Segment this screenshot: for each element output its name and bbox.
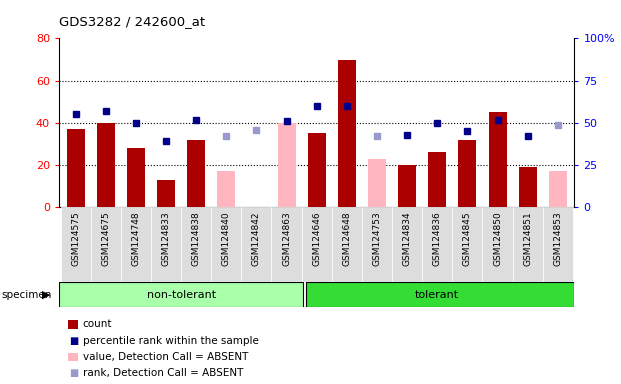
Text: GSM124834: GSM124834	[402, 211, 412, 266]
Text: GSM124853: GSM124853	[553, 211, 563, 266]
Bar	[362, 207, 392, 282]
Text: GSM124748: GSM124748	[132, 211, 140, 266]
Text: GSM124845: GSM124845	[463, 211, 472, 266]
Text: GSM124675: GSM124675	[101, 211, 110, 266]
Text: GSM124646: GSM124646	[312, 211, 321, 266]
Text: specimen: specimen	[1, 290, 52, 300]
Bar	[302, 207, 332, 282]
Bar	[271, 207, 302, 282]
Text: GSM124648: GSM124648	[342, 211, 351, 266]
Text: GSM124863: GSM124863	[282, 211, 291, 266]
Text: GSM124851: GSM124851	[524, 211, 532, 266]
Bar	[452, 207, 483, 282]
Bar	[307, 134, 326, 207]
Bar	[458, 140, 476, 207]
Text: GSM124575: GSM124575	[71, 211, 80, 266]
Bar	[59, 282, 303, 307]
Bar	[549, 171, 567, 207]
Text: ▶: ▶	[42, 290, 51, 300]
Bar	[428, 152, 446, 207]
Text: GSM124753: GSM124753	[373, 211, 381, 266]
Text: ■: ■	[69, 336, 78, 346]
Bar	[519, 167, 537, 207]
Text: value, Detection Call = ABSENT: value, Detection Call = ABSENT	[83, 352, 248, 362]
Bar	[217, 171, 235, 207]
Bar	[392, 207, 422, 282]
Text: GSM124833: GSM124833	[161, 211, 171, 266]
Text: non-tolerant: non-tolerant	[147, 290, 215, 300]
Text: count: count	[83, 319, 112, 329]
Text: GSM124840: GSM124840	[222, 211, 231, 266]
Text: ■: ■	[69, 368, 78, 378]
Text: percentile rank within the sample: percentile rank within the sample	[83, 336, 258, 346]
Bar	[512, 207, 543, 282]
Bar	[66, 129, 84, 207]
Bar	[151, 207, 181, 282]
Bar	[157, 180, 175, 207]
Bar	[278, 123, 296, 207]
Bar	[368, 159, 386, 207]
Text: GSM124850: GSM124850	[493, 211, 502, 266]
Bar	[543, 207, 573, 282]
Text: GSM124838: GSM124838	[192, 211, 201, 266]
Text: GSM124836: GSM124836	[433, 211, 442, 266]
Bar	[181, 207, 211, 282]
Bar	[483, 207, 512, 282]
Text: tolerant: tolerant	[415, 290, 460, 300]
Bar	[489, 112, 507, 207]
Bar	[127, 148, 145, 207]
Text: GSM124842: GSM124842	[252, 211, 261, 266]
Bar	[306, 282, 574, 307]
Bar	[398, 165, 416, 207]
Bar	[332, 207, 362, 282]
Bar	[97, 123, 115, 207]
Bar	[422, 207, 452, 282]
Bar	[187, 140, 205, 207]
Bar	[242, 207, 271, 282]
Text: GDS3282 / 242600_at: GDS3282 / 242600_at	[59, 15, 205, 28]
Bar	[211, 207, 242, 282]
Bar	[121, 207, 151, 282]
Bar	[60, 207, 91, 282]
Text: rank, Detection Call = ABSENT: rank, Detection Call = ABSENT	[83, 368, 243, 378]
Bar	[338, 60, 356, 207]
Bar	[91, 207, 121, 282]
